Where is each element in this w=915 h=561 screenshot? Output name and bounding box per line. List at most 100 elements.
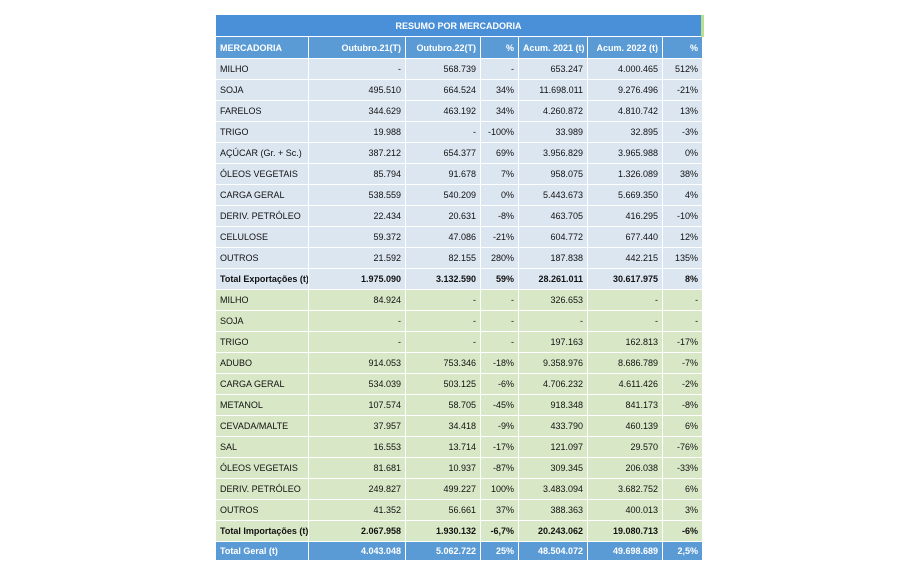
data-row: ÓLEOS VEGETAIS 81.681 10.937 -87% 309.345 206… bbox=[215, 457, 704, 479]
cell: 249.827 bbox=[308, 478, 406, 500]
cell: 34% bbox=[480, 79, 519, 101]
cell: 400.013 bbox=[587, 499, 663, 521]
cell: 3.956.829 bbox=[518, 142, 588, 164]
cell: - bbox=[587, 289, 663, 311]
row-label: SAL bbox=[215, 436, 309, 458]
cell: 16.553 bbox=[308, 436, 406, 458]
cell: - bbox=[405, 310, 481, 332]
cell: 34.418 bbox=[405, 415, 481, 437]
cell: - bbox=[661, 289, 704, 311]
header-cell: Outubro.21(T) bbox=[308, 36, 406, 59]
table-title: RESUMO POR MERCADORIA bbox=[214, 15, 705, 37]
cell: 4.706.232 bbox=[518, 373, 588, 395]
data-row: MILHO -568.739-653.247 4.000.465 512% bbox=[215, 58, 704, 80]
row-label: DERIV. PETRÓLEO bbox=[215, 205, 309, 227]
cell: -45% bbox=[480, 394, 519, 416]
cell: 326.653 bbox=[518, 289, 588, 311]
row-label: MILHO bbox=[215, 289, 309, 311]
cell: -33% bbox=[661, 457, 704, 479]
header-cell: Acum. 2021 (t) bbox=[518, 36, 588, 59]
data-row: DERIV. PETRÓLEO 249.827 499.227 100% 3.483.0… bbox=[215, 478, 704, 500]
cell: 3.483.094 bbox=[518, 478, 588, 500]
data-row: SAL 16.553 13.714 -17% 121.097 29.570 -76% bbox=[215, 436, 704, 458]
cell: 1.930.132 bbox=[405, 520, 481, 542]
cell: -3% bbox=[661, 121, 704, 143]
cell: 59.372 bbox=[308, 226, 406, 248]
row-label: DERIV. PETRÓLEO bbox=[215, 478, 309, 500]
cell: 58.705 bbox=[405, 394, 481, 416]
cell: - bbox=[308, 58, 406, 80]
cell: 47.086 bbox=[405, 226, 481, 248]
data-row: CARGA GERAL 538.559 540.209 0% 5.443.673 5.66… bbox=[215, 184, 704, 206]
cell: 3% bbox=[661, 499, 704, 521]
row-label: TRIGO bbox=[215, 121, 309, 143]
cell: 81.681 bbox=[308, 457, 406, 479]
header-cell: Outubro.22(T) bbox=[405, 36, 481, 59]
cell: 2.067.958 bbox=[308, 520, 406, 542]
cell: 4.260.872 bbox=[518, 100, 588, 122]
data-row: CELULOSE 59.372 47.086 -21% 604.772 677.440 12… bbox=[215, 226, 704, 248]
cell: 12% bbox=[661, 226, 704, 248]
header-cell: % bbox=[661, 36, 704, 59]
cell: 187.838 bbox=[518, 247, 588, 269]
cell: -17% bbox=[661, 331, 704, 353]
cell: -10% bbox=[661, 205, 704, 227]
cell: 460.139 bbox=[587, 415, 663, 437]
cell: 19.080.713 bbox=[587, 520, 663, 542]
cell: 135% bbox=[661, 247, 704, 269]
row-label: SOJA bbox=[215, 310, 309, 332]
cell: 197.163 bbox=[518, 331, 588, 353]
cell: 538.559 bbox=[308, 184, 406, 206]
cell: 503.125 bbox=[405, 373, 481, 395]
cell: 10.937 bbox=[405, 457, 481, 479]
cell: 7% bbox=[480, 163, 519, 185]
cell: 69% bbox=[480, 142, 519, 164]
data-row: AÇÚCAR (Gr. + Sc.) 387.212 654.377 69% 3.956… bbox=[215, 142, 704, 164]
data-row: SOJA 495.510 664.524 34% 11.698.011 9.276.496… bbox=[215, 79, 704, 101]
data-row: OUTROS 41.352 56.661 37% 388.363 400.013 3% bbox=[215, 499, 704, 521]
cell: 387.212 bbox=[308, 142, 406, 164]
cell: 25% bbox=[480, 541, 519, 561]
header-cell: MERCADORIA bbox=[215, 36, 309, 59]
cell: 162.813 bbox=[587, 331, 663, 353]
data-row: OUTROS 21.592 82.155 280% 187.838 442.215 135% bbox=[215, 247, 704, 269]
cell: 5.062.722 bbox=[405, 541, 481, 561]
row-label: CEVADA/MALTE bbox=[215, 415, 309, 437]
row-label: MILHO bbox=[215, 58, 309, 80]
data-row: METANOL 107.574 58.705 -45% 918.348 841.173 -8… bbox=[215, 394, 704, 416]
cell: 914.053 bbox=[308, 352, 406, 374]
row-label: AÇÚCAR (Gr. + Sc.) bbox=[215, 142, 309, 164]
cell: 11.698.011 bbox=[518, 79, 588, 101]
cell: 4.000.465 bbox=[587, 58, 663, 80]
row-label: TRIGO bbox=[215, 331, 309, 353]
cell: - bbox=[587, 310, 663, 332]
cell: 84.924 bbox=[308, 289, 406, 311]
row-label: ÓLEOS VEGETAIS bbox=[215, 457, 309, 479]
row-label: Total Exportações (t) bbox=[215, 268, 309, 290]
cell: -6,7% bbox=[480, 520, 519, 542]
cell: 13% bbox=[661, 100, 704, 122]
cell: 6% bbox=[661, 478, 704, 500]
cell: -8% bbox=[480, 205, 519, 227]
cell: 540.209 bbox=[405, 184, 481, 206]
cell: 13.714 bbox=[405, 436, 481, 458]
cell: 1.975.090 bbox=[308, 268, 406, 290]
cell: 91.678 bbox=[405, 163, 481, 185]
row-label: Total Importações (t) bbox=[215, 520, 309, 542]
title-row: RESUMO POR MERCADORIA bbox=[214, 15, 705, 37]
cell: 30.617.975 bbox=[587, 268, 663, 290]
cell: -21% bbox=[661, 79, 704, 101]
cell: 22.434 bbox=[308, 205, 406, 227]
cell: 309.345 bbox=[518, 457, 588, 479]
cell: -76% bbox=[661, 436, 704, 458]
cell: 21.592 bbox=[308, 247, 406, 269]
total-row: Total Exportações (t) 1.975.090 3.132.590 5… bbox=[215, 268, 704, 290]
cell: 38% bbox=[661, 163, 704, 185]
cell: -87% bbox=[480, 457, 519, 479]
row-label: FARELOS bbox=[215, 100, 309, 122]
cell: 463.705 bbox=[518, 205, 588, 227]
cell: 499.227 bbox=[405, 478, 481, 500]
row-label: METANOL bbox=[215, 394, 309, 416]
summary-table: RESUMO POR MERCADORIA MERCADORIA Outubro.… bbox=[214, 15, 705, 561]
cell: 32.895 bbox=[587, 121, 663, 143]
